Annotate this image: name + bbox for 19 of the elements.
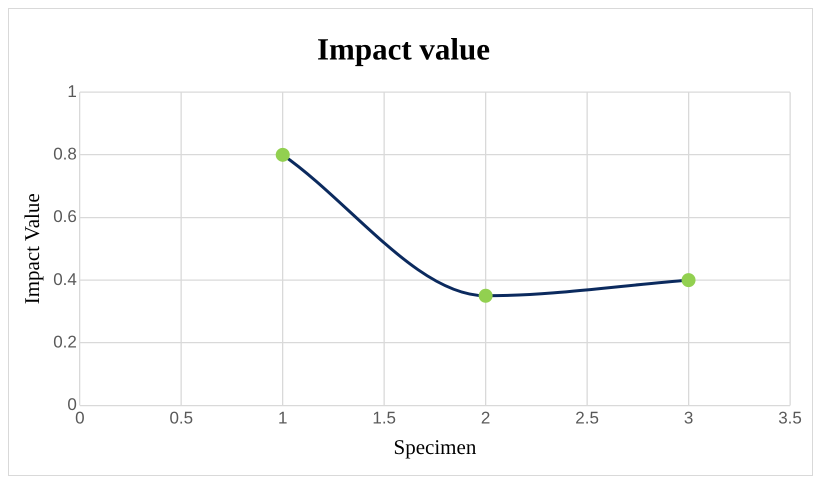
x-tick-label: 1 bbox=[278, 408, 288, 428]
x-tick-label: 1.5 bbox=[372, 408, 396, 428]
point bbox=[478, 288, 493, 303]
y-tick-label: 0.2 bbox=[53, 332, 77, 352]
y-tick-label: 0.6 bbox=[53, 207, 77, 226]
point bbox=[276, 148, 290, 162]
x-tick-label: 0.5 bbox=[169, 408, 194, 428]
x-tick-label: 2 bbox=[480, 408, 490, 428]
y-tick-label: 0.4 bbox=[53, 270, 77, 289]
y-axis-title: Impact Value bbox=[20, 193, 44, 304]
y-tick-label: 1 bbox=[67, 82, 77, 101]
point bbox=[682, 273, 696, 288]
y-tick-label: 0.8 bbox=[53, 144, 77, 164]
x-tick-label: 2.5 bbox=[575, 408, 599, 428]
chart-title: Impact value bbox=[316, 32, 490, 67]
x-tick-label: 3.5 bbox=[778, 408, 802, 428]
y-tick-label: 0 bbox=[67, 395, 77, 414]
x-axis-title: Specimen bbox=[394, 434, 477, 459]
x-tick-label: 3 bbox=[684, 408, 694, 428]
